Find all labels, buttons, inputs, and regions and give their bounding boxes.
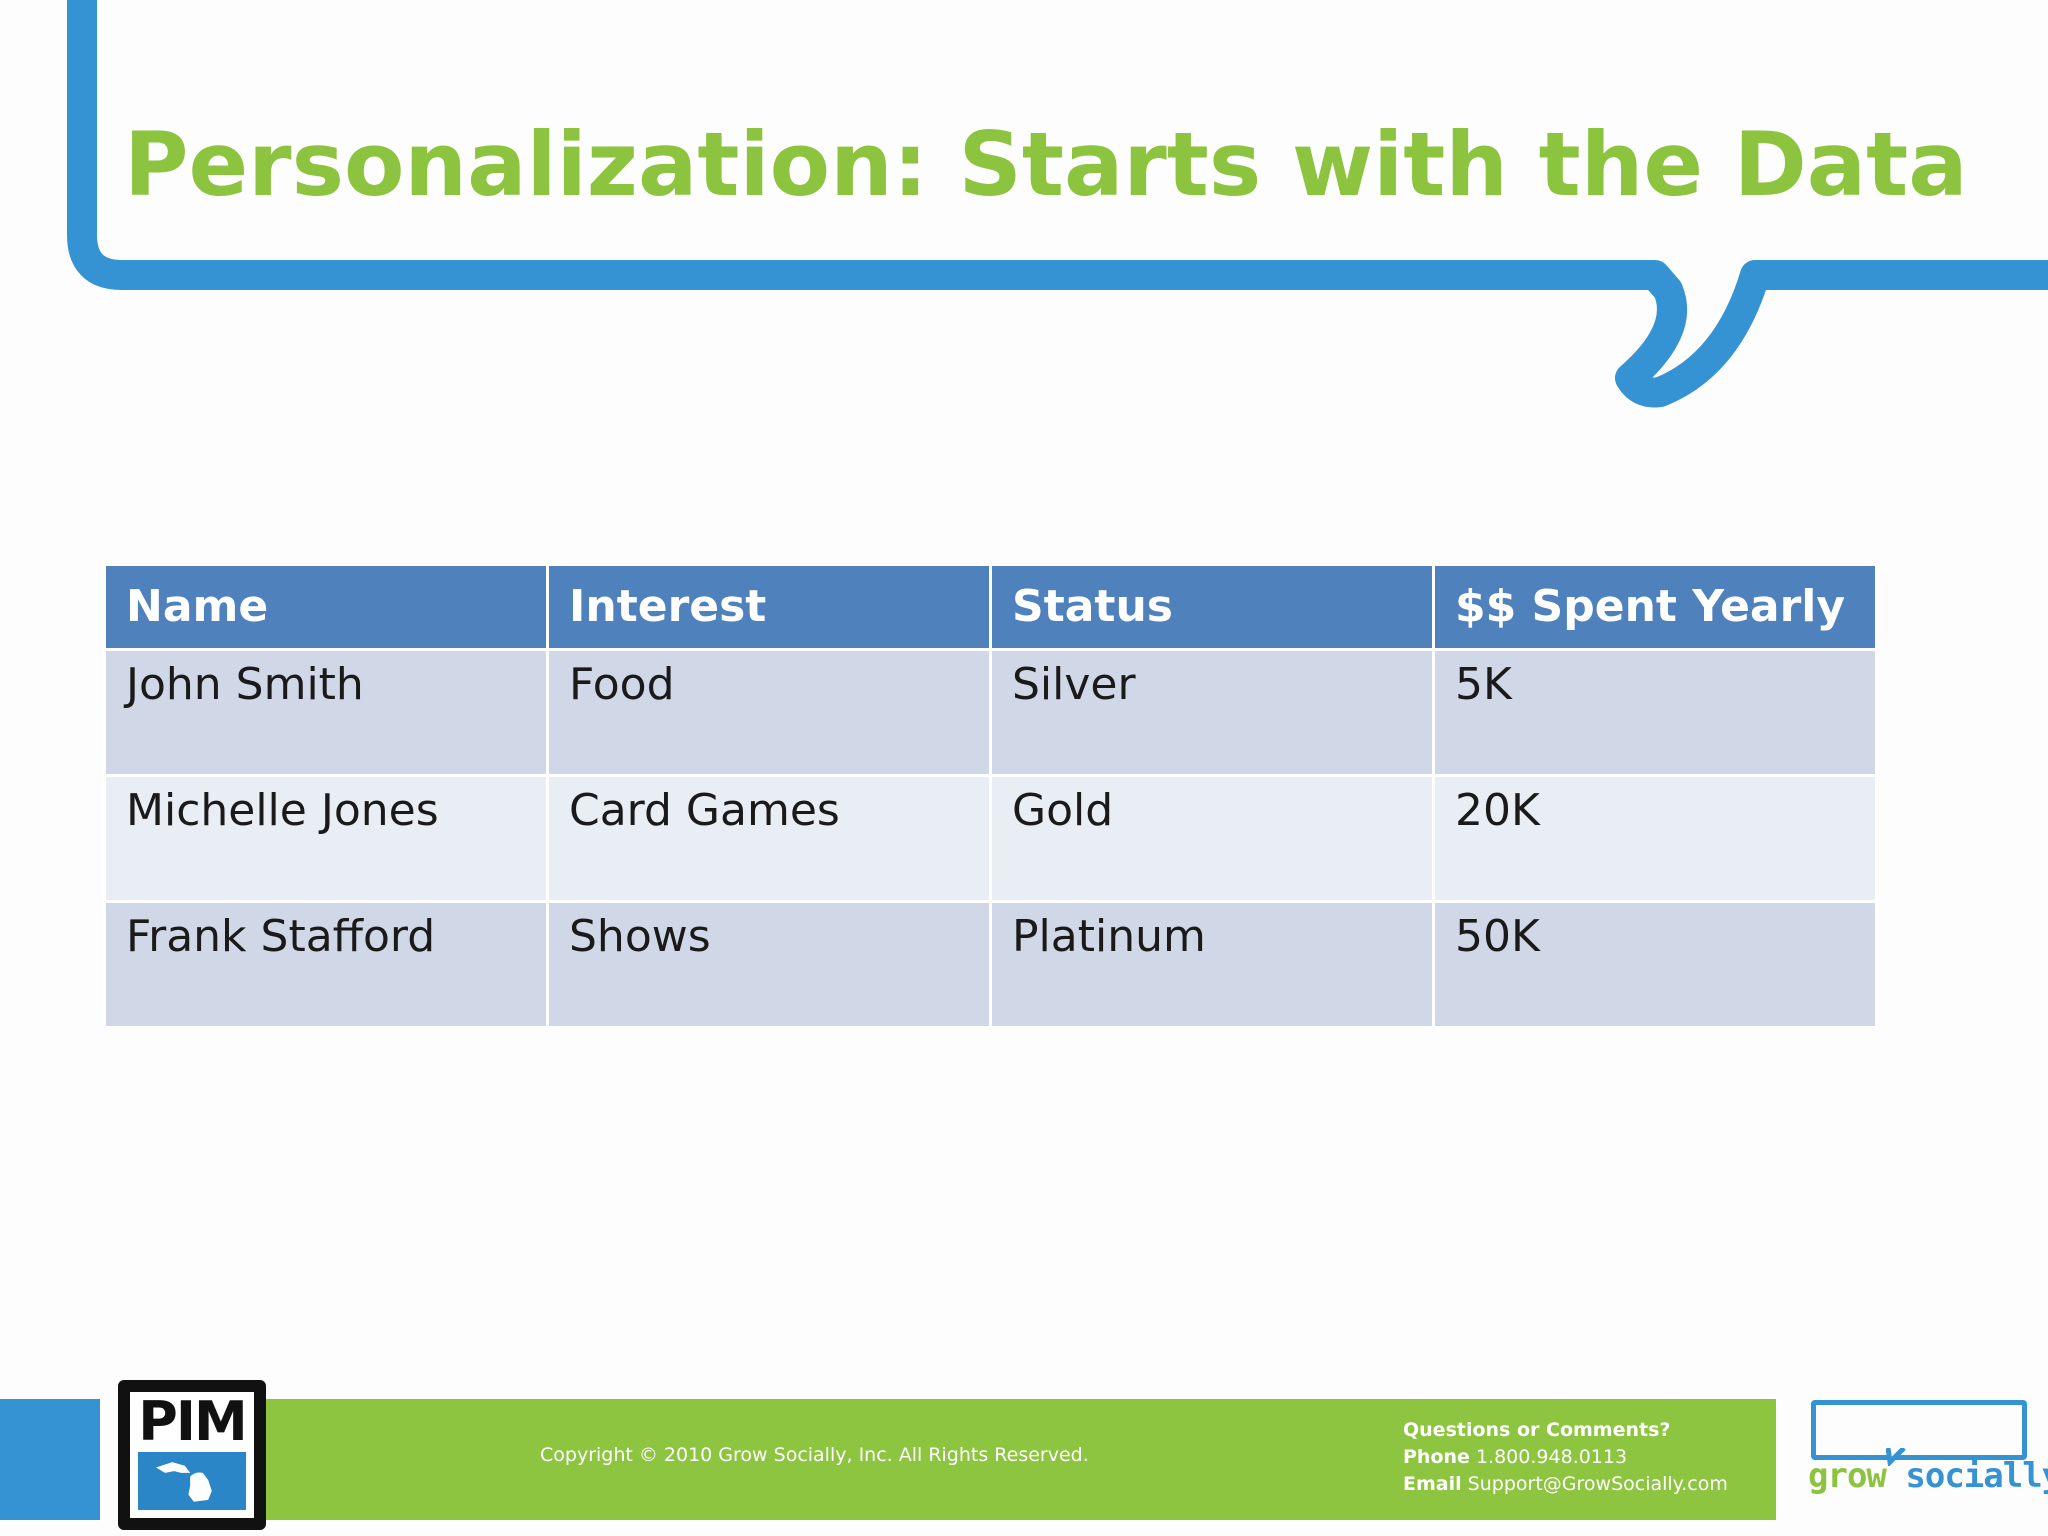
email-address: Support@GrowSocially.com [1467,1473,1728,1495]
phone-label: Phone [1403,1446,1470,1468]
cell-spent: 20K [1432,774,1878,903]
bubble-tail-icon [1886,1448,1906,1466]
cell-spent: 5K [1432,648,1878,777]
cell-interest: Shows [546,900,992,1029]
table-row: Michelle Jones Card Games Gold 20K [103,774,1878,903]
cell-status: Gold [989,774,1435,903]
cell-name: Michelle Jones [103,774,549,903]
wordmark-socially: socially [1905,1456,2048,1496]
cell-interest: Food [546,648,992,777]
cell-name: Frank Stafford [103,900,549,1029]
michigan-map-icon [138,1452,246,1510]
pim-logo-inner: PIM [130,1392,254,1518]
table-row: John Smith Food Silver 5K [103,648,1878,777]
footer-blue-bar [0,1399,100,1520]
header-spent-yearly: $$ Spent Yearly [1432,563,1878,651]
table-row: Frank Stafford Shows Platinum 50K [103,900,1878,1029]
michigan-shape-icon [156,1462,212,1502]
cell-interest: Card Games [546,774,992,903]
table-header-row: Name Interest Status $$ Spent Yearly [103,563,1878,651]
header-status: Status [989,563,1435,651]
questions-heading: Questions or Comments? [1403,1419,1671,1441]
pim-logo-text: PIM [138,1390,247,1453]
speech-bubble-icon [1811,1400,2027,1460]
header-name: Name [103,563,549,651]
grow-socially-wordmark: grow socially [1808,1456,2048,1496]
email-label: Email [1403,1473,1462,1495]
grow-socially-logo: grow socially [1806,1394,2048,1514]
pim-logo: PIM [118,1380,266,1530]
phone-number: 1.800.948.0113 [1475,1446,1628,1468]
contact-info: Questions or Comments? Phone 1.800.948.0… [1403,1417,1728,1498]
customer-data-table: Name Interest Status $$ Spent Yearly Joh… [103,563,1878,1029]
title-bubble-frame [67,0,2048,408]
slide-title: Personalization: Starts with the Data [124,113,1968,216]
cell-name: John Smith [103,648,549,777]
wordmark-grow: grow [1808,1456,1887,1496]
footer-green-bar [262,1399,1776,1520]
cell-status: Platinum [989,900,1435,1029]
cell-spent: 50K [1432,900,1878,1029]
header-interest: Interest [546,563,992,651]
cell-status: Silver [989,648,1435,777]
copyright-text: Copyright © 2010 Grow Socially, Inc. All… [540,1444,1089,1466]
